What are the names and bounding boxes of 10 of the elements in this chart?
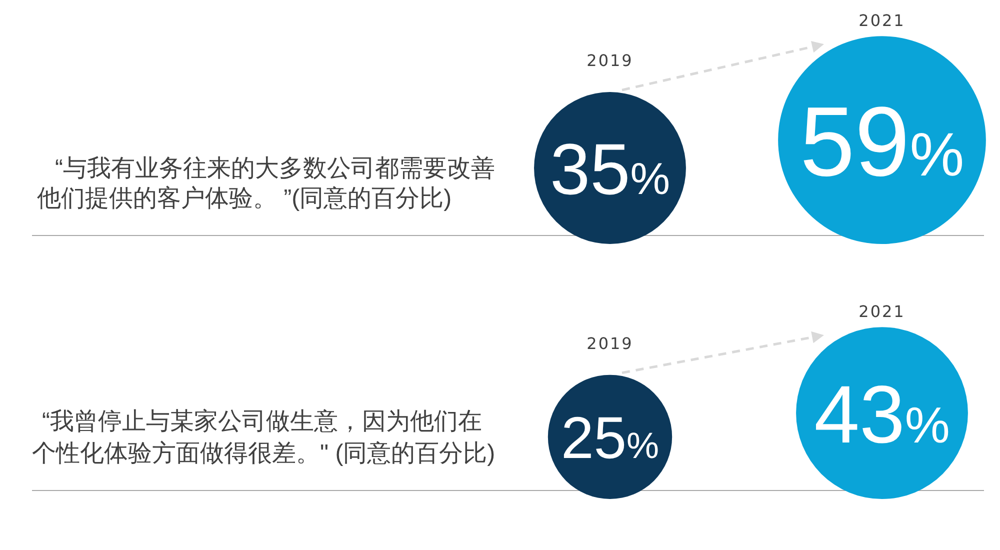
category-label: 2021 [858,302,906,322]
data-label: 59% [800,86,964,197]
text: “我曾停止与某家公司做生意，因为他们在个性化体验方面做得很差。" (同意的百分比) [32,407,496,469]
category-label: 2019 [586,51,634,70]
data-label: 35% [550,130,670,210]
text: “与我有业务往来的大多数公司都需要改善他们提供的客户体验。 ”(同意的百分比) [37,154,496,214]
data-label: 25% [560,406,660,472]
category-label: 2019 [586,334,634,353]
category-label: 2021 [858,11,906,30]
data-label: 43% [814,369,950,460]
